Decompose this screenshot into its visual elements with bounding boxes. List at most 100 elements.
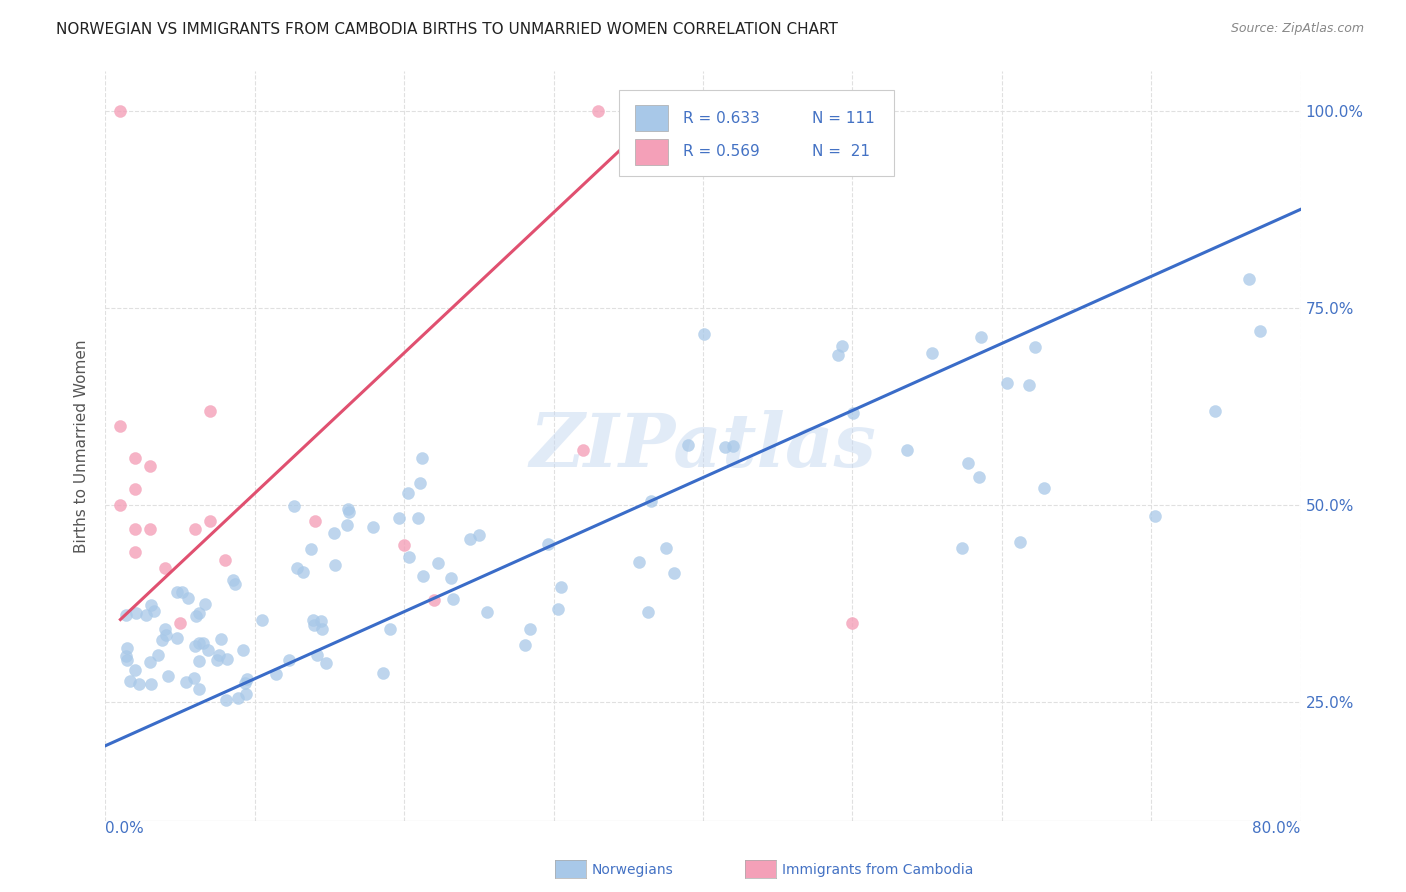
Point bbox=[156, 669, 179, 683]
Bar bbox=[636, 139, 668, 165]
Text: Norwegians: Norwegians bbox=[592, 863, 673, 877]
Bar bbox=[636, 105, 668, 131]
Point bbox=[588, 103, 610, 118]
Point bbox=[197, 642, 219, 657]
Text: R = 0.569: R = 0.569 bbox=[683, 145, 759, 160]
Text: 80.0%: 80.0% bbox=[1253, 821, 1301, 836]
Point bbox=[117, 640, 139, 655]
Point bbox=[155, 628, 177, 642]
Point bbox=[827, 348, 849, 362]
Point bbox=[134, 607, 156, 622]
Text: 0.0%: 0.0% bbox=[105, 821, 145, 836]
Point bbox=[896, 443, 918, 458]
Point bbox=[640, 494, 662, 508]
Point bbox=[371, 666, 394, 681]
Point bbox=[110, 419, 132, 434]
Point bbox=[170, 585, 193, 599]
Point bbox=[235, 672, 257, 686]
Point bbox=[124, 663, 146, 677]
Point bbox=[1024, 340, 1046, 354]
Point bbox=[150, 633, 173, 648]
Point bbox=[995, 376, 1018, 391]
Point bbox=[411, 451, 433, 466]
Point bbox=[115, 652, 138, 666]
Point bbox=[315, 656, 337, 670]
Point bbox=[337, 505, 360, 519]
Point bbox=[1018, 377, 1040, 392]
Point bbox=[232, 643, 254, 657]
Point bbox=[572, 442, 595, 457]
Point bbox=[110, 498, 132, 512]
Point bbox=[950, 541, 973, 555]
Point bbox=[361, 520, 384, 534]
Point bbox=[118, 673, 141, 688]
Point bbox=[1143, 508, 1166, 523]
Point bbox=[458, 532, 481, 546]
Point bbox=[110, 103, 132, 118]
Point bbox=[169, 616, 191, 631]
Point bbox=[841, 616, 863, 631]
Point bbox=[125, 606, 148, 620]
Point bbox=[114, 607, 136, 622]
Point bbox=[841, 406, 863, 420]
Point bbox=[208, 648, 231, 662]
Point bbox=[215, 652, 238, 666]
Point bbox=[307, 648, 329, 662]
Point bbox=[215, 692, 238, 706]
Point bbox=[124, 545, 146, 559]
Point bbox=[141, 676, 163, 690]
Point bbox=[198, 514, 221, 528]
Point bbox=[250, 614, 273, 628]
Point bbox=[285, 561, 308, 575]
Point bbox=[184, 522, 207, 536]
Point bbox=[139, 656, 162, 670]
Text: NORWEGIAN VS IMMIGRANTS FROM CAMBODIA BIRTHS TO UNMARRIED WOMEN CORRELATION CHAR: NORWEGIAN VS IMMIGRANTS FROM CAMBODIA BI… bbox=[56, 22, 838, 37]
Point bbox=[398, 549, 420, 564]
Point bbox=[1204, 403, 1226, 417]
Y-axis label: Births to Unmarried Women: Births to Unmarried Women bbox=[75, 339, 90, 553]
Point bbox=[187, 606, 209, 620]
Point bbox=[412, 569, 434, 583]
Point bbox=[406, 511, 429, 525]
Point bbox=[139, 522, 162, 536]
Point bbox=[323, 526, 346, 541]
Point bbox=[475, 606, 498, 620]
Point bbox=[176, 591, 198, 605]
Point bbox=[226, 690, 249, 705]
Point bbox=[187, 654, 209, 668]
Text: ZIPatlas: ZIPatlas bbox=[530, 409, 876, 483]
Point bbox=[831, 339, 853, 353]
Point bbox=[388, 511, 411, 525]
Point bbox=[336, 518, 359, 533]
Point bbox=[124, 450, 146, 465]
Point bbox=[628, 555, 651, 569]
Point bbox=[519, 623, 541, 637]
Point bbox=[278, 653, 301, 667]
Point bbox=[283, 499, 305, 513]
Point bbox=[513, 638, 536, 652]
Point bbox=[222, 573, 245, 587]
Point bbox=[1032, 481, 1054, 495]
Point bbox=[969, 330, 991, 344]
Point bbox=[409, 475, 432, 490]
Point bbox=[209, 632, 232, 646]
Point bbox=[396, 486, 419, 500]
Point bbox=[166, 631, 188, 645]
Point bbox=[124, 483, 146, 497]
Point bbox=[184, 640, 207, 654]
Point bbox=[423, 592, 446, 607]
Text: Source: ZipAtlas.com: Source: ZipAtlas.com bbox=[1230, 22, 1364, 36]
Point bbox=[956, 456, 979, 470]
Point bbox=[224, 577, 246, 591]
Point bbox=[205, 653, 228, 667]
Point bbox=[292, 566, 315, 580]
Point bbox=[1008, 535, 1031, 549]
Text: N = 111: N = 111 bbox=[811, 111, 875, 126]
Text: Immigrants from Cambodia: Immigrants from Cambodia bbox=[782, 863, 973, 877]
Point bbox=[143, 604, 166, 618]
Point bbox=[323, 558, 346, 573]
Point bbox=[139, 458, 162, 473]
Point bbox=[299, 541, 322, 556]
Point bbox=[155, 561, 177, 575]
Point bbox=[174, 675, 197, 690]
